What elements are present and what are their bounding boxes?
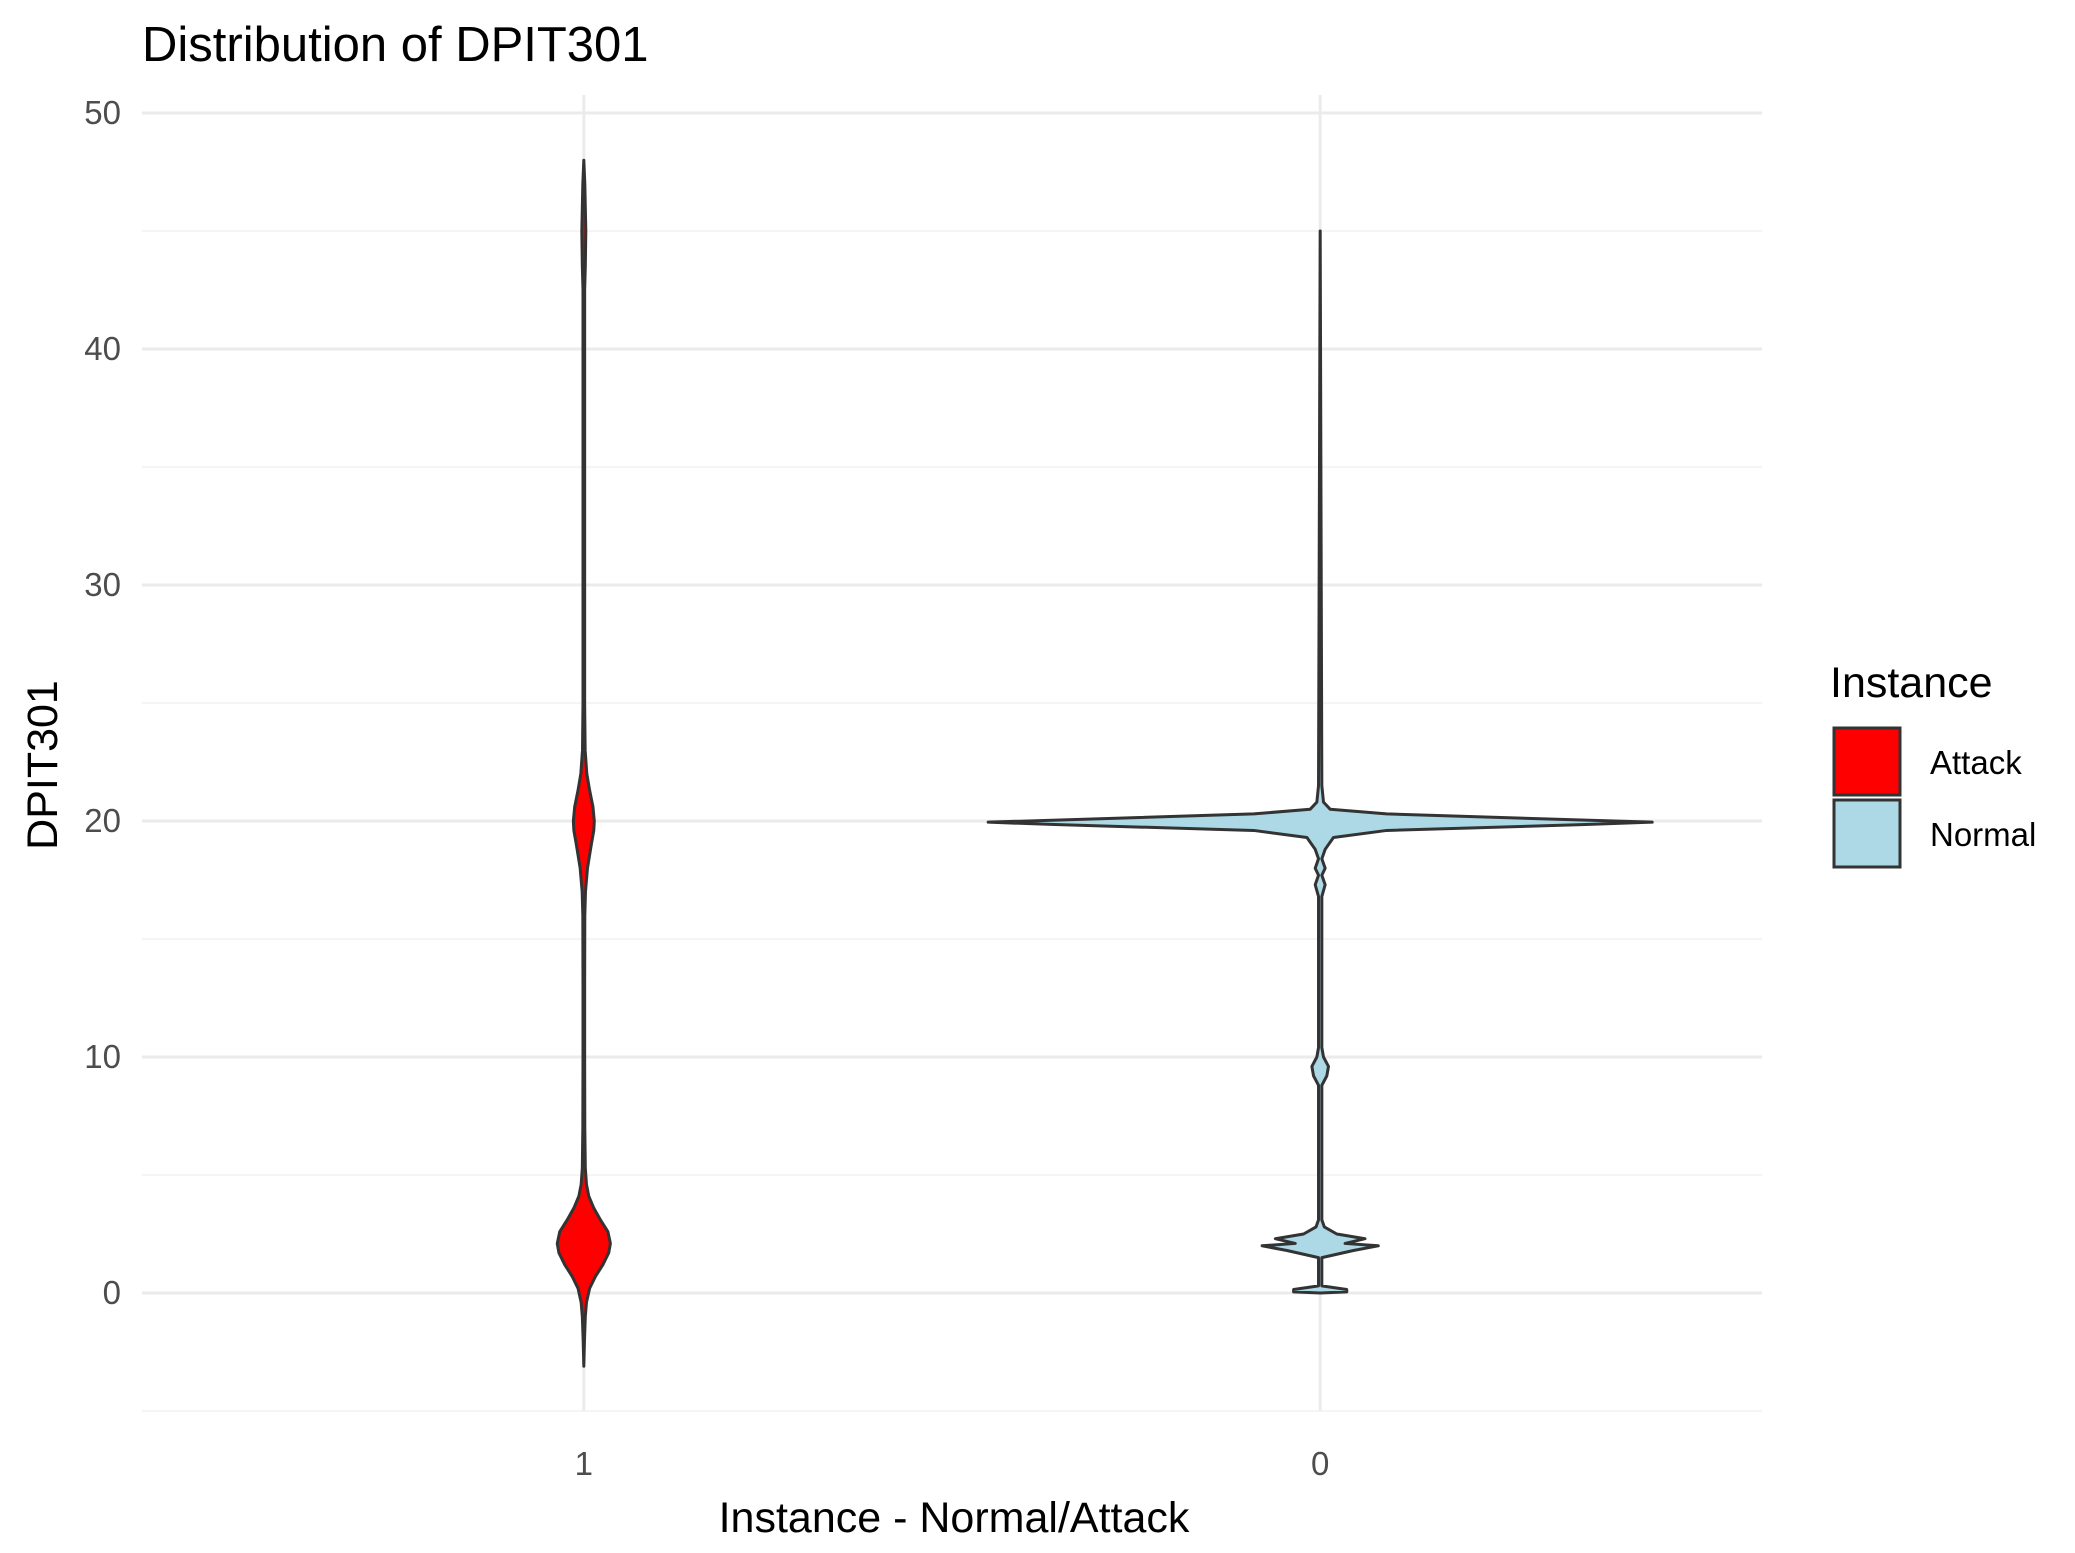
- legend-title: Instance: [1830, 659, 1993, 707]
- y-tick-label: 40: [84, 330, 121, 367]
- y-tick-label: 50: [84, 94, 121, 131]
- legend-label: Attack: [1930, 744, 2022, 781]
- x-axis-title: Instance - Normal/Attack: [719, 1494, 1190, 1542]
- y-tick-label: 0: [103, 1274, 121, 1311]
- x-tick-label: 1: [575, 1445, 593, 1482]
- legend-swatch: [1832, 726, 1902, 797]
- y-tick-label: 10: [84, 1038, 121, 1075]
- y-tick-label: 30: [84, 566, 121, 603]
- y-axis-ticks: 0 10 20 30 40 50: [84, 94, 121, 1311]
- plot-grid: [142, 95, 1762, 1412]
- legend: Instance Attack Normal: [1830, 659, 2036, 869]
- violin-1: [555, 158, 612, 1368]
- legend-entries: Attack Normal: [1832, 726, 2036, 869]
- legend-swatch: [1832, 798, 1902, 869]
- y-tick-label: 20: [84, 802, 121, 839]
- x-tick-label: 0: [1311, 1445, 1329, 1482]
- violin-0: [986, 229, 1654, 1295]
- chart-title: Distribution of DPIT301: [142, 18, 649, 72]
- violin-layer: [555, 158, 1654, 1368]
- y-axis-title: DPIT301: [19, 680, 67, 850]
- legend-label: Normal: [1930, 816, 2036, 853]
